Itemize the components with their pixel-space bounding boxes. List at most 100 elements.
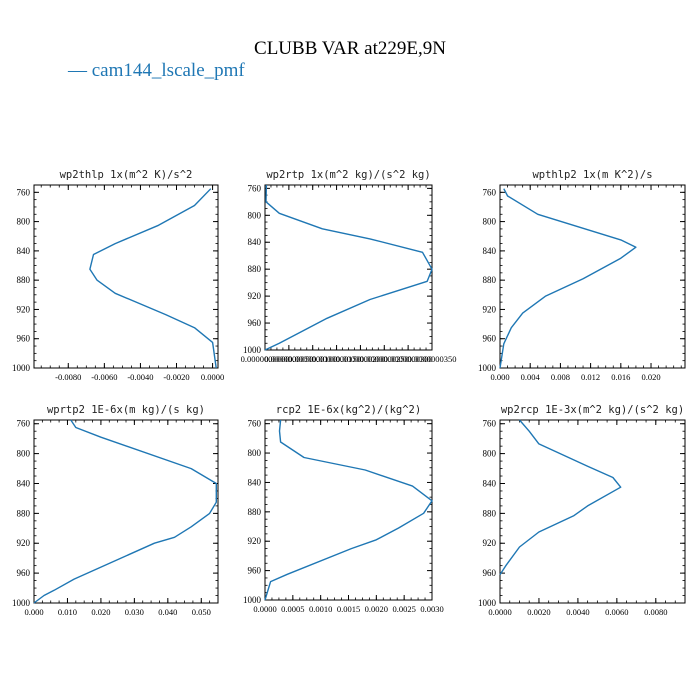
series-line-1 [89,188,217,369]
y-tick-label: 1000 [243,345,262,355]
y-tick-label: 800 [483,449,497,459]
series-line-1 [499,419,622,575]
panel-title: rcp2 1E-6x(kg^2)/(kg^2) [276,404,421,416]
x-tick-label: -0.0020 [163,372,189,382]
x-tick-label: 0.000 [24,607,43,617]
y-tick-label: 1000 [243,595,262,605]
y-tick-label: 840 [483,478,497,488]
panel-2: wp2rtp 1x(m^2 kg)/(s^2 kg) 760 800 840 880 92… [241,169,457,364]
y-tick-label: 760 [17,419,31,429]
figure-title: CLUBB VAR at229E,9N [254,38,446,59]
x-tick-label: 0.0000 [488,607,511,617]
x-tick-label: -0.0040 [127,372,153,382]
panel-title: wpthlp2 1x(m K^2)/s [532,169,652,181]
legend-label: cam144_lscale_pmf [91,60,245,81]
y-tick-label: 1000 [12,598,31,608]
y-tick-label: 800 [483,217,497,227]
x-tick-label: 0.0005 [281,604,304,614]
y-tick-label: 880 [483,508,497,518]
x-tick-label: 0.016 [611,372,630,382]
x-tick-label: 0.000 [490,372,509,382]
x-tick-label: 0.0020 [365,604,388,614]
x-tick-label: 0.0000000300 [384,354,433,364]
y-tick-label: 920 [248,291,262,301]
panel-frame [499,184,686,369]
y-tick-label: 960 [17,334,31,344]
x-tick-label: 0.0040 [566,607,589,617]
y-tick-label: 920 [483,538,497,548]
x-tick-label: 0.050 [192,607,211,617]
y-tick-label: 800 [248,210,262,220]
x-tick-label: 0.0080 [644,607,667,617]
x-tick-label: 0.0010 [309,604,332,614]
panel-frame [33,184,219,369]
panel-title: wprtp2 1E-6x(m kg)/(s kg) [47,404,205,416]
y-tick-label: 960 [248,566,262,576]
x-tick-label: 0.040 [158,607,177,617]
x-tick-label: 0.0025 [392,604,415,614]
x-tick-label: 0.020 [641,372,660,382]
x-tick-label: 0.0020 [527,607,550,617]
y-tick-label: 800 [17,217,31,227]
panel-3: wpthlp2 1x(m K^2)/s 760 800 840 880 920 960 100… [478,169,686,382]
y-tick-label: 1000 [478,363,497,373]
x-tick-label: 0.0000000100 [288,354,337,364]
x-tick-label: 0.0000000050 [264,354,313,364]
x-tick-label: 0.0000 [201,372,224,382]
x-tick-label: -0.0080 [55,372,81,382]
y-tick-label: 840 [17,478,31,488]
panel-frame [499,419,686,604]
y-tick-label: 840 [248,477,262,487]
x-tick-label: 0.0030 [420,604,443,614]
x-tick-label: 0.0015 [337,604,360,614]
y-tick-label: 880 [17,275,31,285]
series-line-1 [33,419,218,604]
y-tick-label: 840 [248,237,262,247]
y-tick-label: 1000 [478,598,497,608]
panel-6: wp2rcp 1E-3x(m^2 kg)/(s^2 kg) 760 800 840 88… [478,404,686,617]
y-tick-label: 880 [248,264,262,274]
y-tick-label: 760 [483,419,497,429]
series-line-1 [264,419,433,601]
x-tick-label: 0.012 [581,372,600,382]
y-tick-label: 920 [17,538,31,548]
x-tick-label: 0.0000000200 [336,354,385,364]
x-tick-label: 0.0000000150 [312,354,361,364]
x-tick-label: 0.0000 [253,604,276,614]
x-tick-label: 0.020 [91,607,110,617]
y-tick-label: 880 [248,507,262,517]
x-tick-label: -0.0060 [91,372,117,382]
x-tick-label: 0.0060 [605,607,628,617]
y-tick-label: 840 [483,246,497,256]
y-tick-label: 880 [483,275,497,285]
x-tick-label: 0.030 [125,607,144,617]
y-tick-label: 920 [483,304,497,314]
series-line-1 [264,184,433,351]
y-tick-label: 800 [248,448,262,458]
y-tick-label: 840 [17,246,31,256]
panel-1: wp2thlp 1x(m^2 K)/s^2 760 800 840 880 920 960 1… [12,169,224,382]
x-tick-label: 0.008 [551,372,570,382]
y-tick-label: 760 [248,419,262,429]
y-tick-label: 1000 [12,363,31,373]
panel-frame [264,184,433,351]
legend-entry: — cam144_lscale_pmf [68,60,245,81]
panel-5: rcp2 1E-6x(kg^2)/(kg^2) 760 800 840 880 920 96… [243,404,444,614]
x-tick-label: 0.0000000250 [360,354,409,364]
y-tick-label: 920 [248,536,262,546]
x-tick-label: 0.010 [58,607,77,617]
panel-title: wp2thlp 1x(m^2 K)/s^2 [60,169,193,181]
panel-title: wp2rcp 1E-3x(m^2 kg)/(s^2 kg) [501,404,684,416]
panel-4: wprtp2 1E-6x(m kg)/(s kg) 760 800 840 880 920… [12,404,219,617]
y-tick-label: 960 [483,334,497,344]
y-tick-label: 960 [17,568,31,578]
y-tick-label: 920 [17,304,31,314]
y-tick-label: 880 [17,508,31,518]
y-tick-label: 760 [248,183,262,193]
y-tick-label: 960 [248,318,262,328]
y-tick-label: 760 [483,187,497,197]
series-line-1 [499,188,637,369]
x-tick-label: 0.0000000350 [408,354,457,364]
x-tick-label: 0.0000000000 [241,354,290,364]
